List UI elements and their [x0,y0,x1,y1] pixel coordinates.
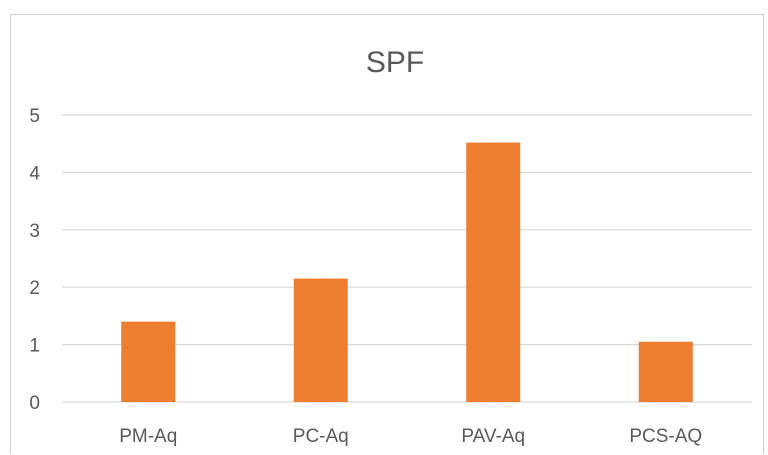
y-axis-ticks: 0 1 2 3 4 5 [29,106,40,414]
x-axis-labels: PM-Aq PC-Aq PAV-Aq PCS-AQ [119,426,702,447]
y-tick-label: 3 [29,221,40,242]
bar-pc-aq [293,278,348,402]
x-category-label: PC-Aq [293,426,349,447]
y-tick-label: 4 [29,163,40,184]
chart-title: SPF [366,46,424,79]
bar-pav-aq [466,142,521,402]
y-tick-label: 5 [29,106,40,127]
bar-pcs-aq [638,341,693,402]
x-category-label: PM-Aq [119,426,177,447]
bars [121,142,693,402]
y-tick-label: 0 [29,393,40,414]
bar-pm-aq [121,321,176,402]
x-category-label: PAV-Aq [461,426,525,447]
y-tick-label: 1 [29,336,40,357]
gridlines [62,114,752,403]
x-category-label: PCS-AQ [629,426,702,447]
y-tick-label: 2 [29,278,40,299]
